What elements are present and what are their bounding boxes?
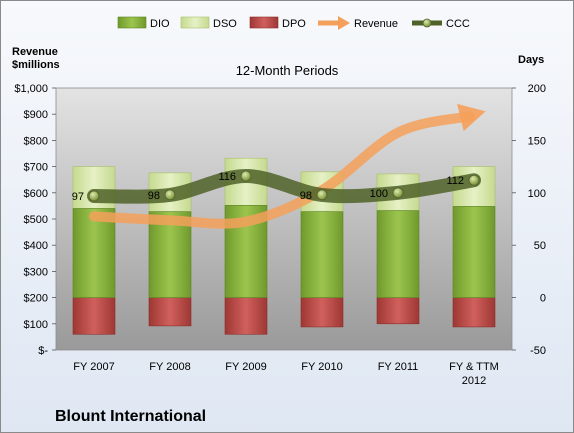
left-tick-label: $300 (24, 266, 48, 278)
bar-dpo (72, 297, 116, 335)
x-axis: FY 2007 FY 2008 FY 2009 FY 2010 FY 2011 FY & … (73, 361, 499, 387)
bar-dpo (300, 297, 344, 328)
legend: DIO DSO DPO Revenue CCC (117, 16, 470, 30)
ccc-point (316, 189, 328, 201)
left-tick-label: $- (38, 345, 48, 357)
left-tick-label: $900 (24, 109, 48, 121)
left-axis-label: Revenue $millions (12, 46, 60, 71)
left-tick-label: $600 (24, 188, 48, 200)
legend-label: DPO (282, 18, 306, 30)
bar-dpo (452, 297, 496, 328)
x-tick-label: FY 2011 (378, 361, 419, 373)
x-tick-label-line: FY 2011 (378, 361, 419, 373)
chart-title: 12-Month Periods (236, 63, 339, 78)
x-tick-label: FY 2009 (225, 361, 266, 373)
ccc-point (164, 189, 176, 201)
x-tick-label: FY & TTM 2012 (449, 361, 499, 387)
legend-label: DSO (213, 18, 237, 30)
right-tick-label: -50 (530, 345, 546, 357)
revenue-line (89, 111, 475, 229)
x-tick-label-line: FY 2007 (73, 361, 114, 373)
bars (72, 157, 496, 335)
x-tick-label-line: FY & TTM (449, 361, 499, 373)
x-tick-label-line: FY 2010 (301, 361, 342, 373)
left-axis-label-line: $millions (12, 59, 60, 71)
ccc-data-label: 100 (370, 188, 388, 200)
revenue-arrowhead (457, 103, 486, 132)
bar-dio (376, 210, 420, 298)
left-tick-label: $700 (24, 162, 48, 174)
ccc-point (468, 174, 480, 186)
ccc-data-label: 116 (218, 171, 236, 183)
bar-dpo (224, 297, 268, 335)
ccc-data-label: 98 (300, 190, 312, 202)
legend-swatch-arrowhead (338, 16, 350, 30)
left-tick-label: $1,000 (14, 83, 48, 95)
legend-label: Revenue (354, 18, 398, 30)
x-tick-label-line: FY 2009 (225, 361, 266, 373)
ccc-data-label: 97 (72, 191, 84, 203)
right-tick-label: 200 (528, 83, 546, 95)
left-tick-label: $100 (24, 319, 48, 331)
bar-dio (300, 211, 344, 298)
ccc-point (392, 187, 404, 199)
bar-dpo (376, 297, 420, 325)
legend-label: CCC (446, 18, 470, 30)
left-axis: $- $100 $200 $300 $400 $500 $600 $700 $800 $900 $1… (14, 83, 56, 357)
left-tick-label: $200 (24, 293, 48, 305)
left-tick-label: $800 (24, 135, 48, 147)
right-tick-label: 0 (540, 293, 546, 305)
x-tick-label: FY 2010 (301, 361, 342, 373)
legend-swatch-dot (422, 18, 432, 28)
x-tick-label: FY 2008 (149, 361, 190, 373)
right-tick-label: 50 (534, 240, 546, 252)
x-tick-label: FY 2007 (73, 361, 114, 373)
left-tick-label: $500 (24, 214, 48, 226)
ccc-data-label: 112 (446, 175, 464, 187)
bar-dpo (148, 297, 192, 327)
right-tick-label: 100 (528, 188, 546, 200)
right-tick-label: 150 (528, 135, 546, 147)
ccc-line (87, 169, 481, 204)
company-name: Blount International (55, 408, 206, 425)
x-tick-label-line: 2012 (462, 375, 486, 387)
ccc-data-label: 98 (148, 190, 160, 202)
legend-swatch (117, 16, 147, 29)
left-tick-label: $400 (24, 240, 48, 252)
right-axis: -50 0 50 100 150 200 (512, 83, 546, 357)
ccc-point (88, 190, 100, 202)
legend-swatch (249, 16, 279, 29)
right-axis-label: Days (518, 54, 544, 66)
bar-dio (452, 206, 496, 298)
left-axis-label-line: Revenue (12, 46, 58, 58)
legend-label: DIO (150, 18, 170, 30)
lines: 97 98 116 98 100 112 (72, 103, 486, 229)
ccc-point (240, 170, 252, 182)
legend-swatch (180, 16, 210, 29)
x-tick-label-line: FY 2008 (149, 361, 190, 373)
bar-dio (72, 208, 116, 298)
